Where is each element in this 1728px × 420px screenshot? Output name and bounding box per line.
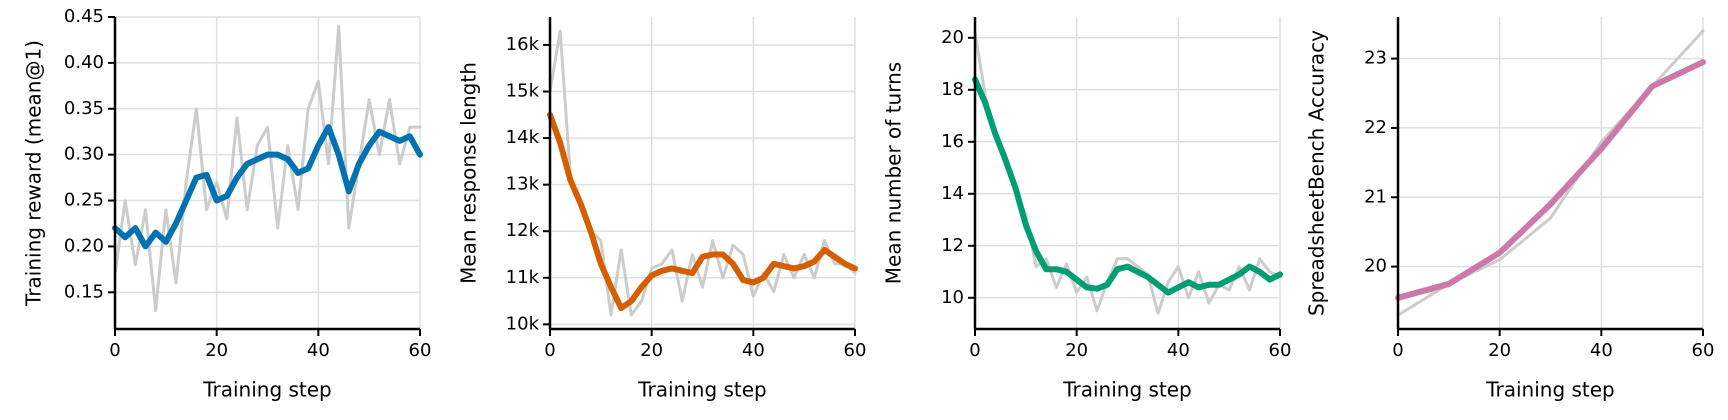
x-tick-label: 60	[1269, 340, 1292, 361]
y-tick-label: 0.35	[64, 98, 104, 119]
x-tick-label: 20	[1488, 340, 1511, 361]
y-tick-label: 14	[941, 183, 964, 204]
y-tick-label: 13k	[506, 174, 540, 195]
x-tick-label: 0	[1392, 340, 1403, 361]
y-axis-label: SpreadsheetBench Accuracy	[1305, 30, 1329, 316]
y-tick-label: 0.30	[64, 144, 104, 165]
series-line	[548, 29, 857, 317]
x-tick-label: 0	[969, 340, 980, 361]
series-line	[547, 111, 858, 312]
y-tick-label: 12	[941, 235, 964, 256]
y-tick-label: 0.45	[64, 6, 104, 27]
y-tick-label: 0.20	[64, 235, 104, 256]
x-tick-label: 40	[307, 340, 330, 361]
y-axis-label: Training reward (mean@1)	[22, 40, 46, 307]
x-tick-label: 40	[742, 340, 765, 361]
y-tick-label: 10	[941, 287, 964, 308]
y-tick-label: 23	[1364, 48, 1387, 69]
x-tick-label: 20	[205, 340, 228, 361]
x-tick-label: 20	[640, 340, 663, 361]
x-axis-label: Training step	[637, 378, 767, 402]
x-tick-label: 60	[1692, 340, 1715, 361]
x-tick-label: 0	[109, 340, 120, 361]
series-line	[973, 31, 1282, 315]
x-tick-label: 60	[844, 340, 867, 361]
y-tick-label: 0.15	[64, 281, 104, 302]
y-tick-label: 22	[1364, 117, 1387, 138]
series-line	[113, 24, 422, 313]
y-tick-label: 16k	[506, 34, 540, 55]
y-tick-label: 14k	[506, 127, 540, 148]
y-tick-label: 20	[941, 27, 964, 48]
x-tick-label: 40	[1590, 340, 1613, 361]
y-tick-label: 12k	[506, 220, 540, 241]
series-line	[972, 76, 1283, 296]
y-tick-label: 11k	[506, 267, 540, 288]
series-line	[112, 124, 423, 250]
x-tick-label: 0	[544, 340, 555, 361]
x-tick-label: 20	[1065, 340, 1088, 361]
y-tick-label: 16	[941, 131, 964, 152]
series-line	[1395, 59, 1706, 301]
x-axis-label: Training step	[1062, 378, 1192, 402]
y-tick-label: 0.40	[64, 52, 104, 73]
y-axis-label: Mean number of turns	[882, 62, 906, 284]
x-axis-label: Training step	[1485, 378, 1615, 402]
y-tick-label: 15k	[506, 81, 540, 102]
x-tick-label: 40	[1167, 340, 1190, 361]
x-tick-label: 60	[409, 340, 432, 361]
y-tick-label: 0.25	[64, 190, 104, 211]
y-axis-label: Mean response length	[457, 62, 481, 284]
y-tick-label: 18	[941, 79, 964, 100]
x-axis-label: Training step	[202, 378, 332, 402]
series-line	[1396, 29, 1705, 317]
y-tick-label: 10k	[506, 313, 540, 334]
y-tick-label: 21	[1364, 186, 1387, 207]
y-tick-label: 20	[1364, 256, 1387, 277]
